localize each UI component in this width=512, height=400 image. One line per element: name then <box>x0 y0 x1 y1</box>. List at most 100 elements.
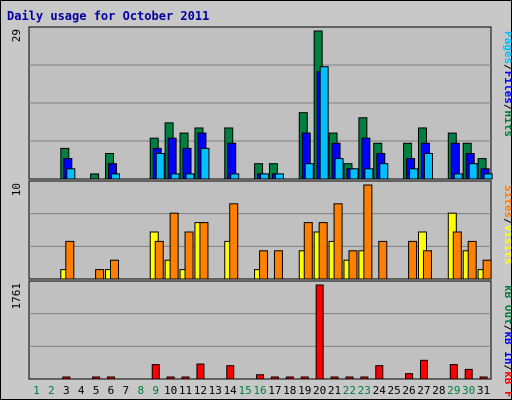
bar-kb-f-day-18 <box>285 376 294 380</box>
bar-sites-day-27 <box>422 250 432 280</box>
x-tick-label: 27 <box>417 384 430 397</box>
bar-sites-day-21 <box>333 203 343 280</box>
bar-sites-day-17 <box>273 250 283 280</box>
legend-separator: / <box>502 64 511 71</box>
bar-pages-day-23 <box>364 168 374 180</box>
bar-kb-f-day-17 <box>270 376 279 380</box>
x-tick-label: 11 <box>179 384 192 397</box>
bar-sites-day-11 <box>184 231 194 280</box>
bar-pages-day-16 <box>260 173 270 180</box>
legend-item-kb-f: kB F <box>502 371 511 398</box>
bar-pages-day-31 <box>483 173 493 180</box>
bar-pages-day-14 <box>230 173 240 180</box>
bar-kb-f-day-31 <box>479 376 488 380</box>
x-tick-label: 8 <box>137 384 144 397</box>
bar-sites-day-9 <box>154 240 164 280</box>
bar-pages-day-12 <box>200 147 210 180</box>
legend-separator: / <box>502 104 511 111</box>
bar-hits-day-5 <box>90 173 100 180</box>
bar-sites-day-29 <box>452 231 462 280</box>
x-tick-label: 30 <box>462 384 475 397</box>
bar-kb-f-day-26 <box>405 373 414 380</box>
legend-text: kB Out/kB In/kB F <box>502 285 511 398</box>
x-tick-label: 13 <box>209 384 222 397</box>
x-tick-label: 28 <box>432 384 445 397</box>
bar-pages-day-30 <box>468 163 478 180</box>
legend-hits-files-pages: Pages/Files/Hits <box>502 31 511 137</box>
bar-pages-day-19 <box>304 163 314 180</box>
x-tick-label: 5 <box>93 384 100 397</box>
legend-separator: / <box>502 325 511 332</box>
bar-pages-day-6 <box>111 173 121 180</box>
legend-item-hits: Hits <box>502 111 511 138</box>
bar-pages-day-10 <box>170 173 180 180</box>
bar-sites-day-5 <box>95 269 105 280</box>
x-tick-label: 31 <box>477 384 490 397</box>
bar-sites-day-31 <box>482 259 492 280</box>
bar-pages-day-29 <box>453 173 463 180</box>
x-tick-label: 1 <box>33 384 40 397</box>
x-tick-label: 19 <box>298 384 311 397</box>
bar-kb-f-day-23 <box>360 376 369 380</box>
x-tick-label: 24 <box>373 384 387 397</box>
x-tick-label: 18 <box>283 384 296 397</box>
bar-kb-f-day-22 <box>345 376 354 380</box>
bar-kb-f-day-11 <box>181 376 190 380</box>
legend-visits-sites: Sites/Visits <box>502 185 511 265</box>
x-tick-label: 12 <box>194 384 207 397</box>
x-tick-label: 23 <box>358 384 371 397</box>
legend-text: Sites/Visits <box>502 185 511 265</box>
x-tick-label: 2 <box>48 384 55 397</box>
panel-visits-sites: 10 Sites/Visits <box>10 180 511 280</box>
legend-separator: / <box>502 365 511 372</box>
bar-pages-day-22 <box>349 168 359 180</box>
legend-item-pages: Pages <box>502 31 511 64</box>
bar-sites-day-30 <box>467 240 477 280</box>
legend-item-files: Files <box>502 71 511 104</box>
bar-sites-day-12 <box>199 222 209 280</box>
legend-item-kb-in: kB In <box>502 331 511 364</box>
x-tick-label: 7 <box>123 384 130 397</box>
x-tick-label: 4 <box>78 384 85 397</box>
bar-sites-day-26 <box>408 240 418 280</box>
bar-files-day-10 <box>167 137 177 180</box>
bar-pages-day-27 <box>423 152 433 180</box>
bar-kb-f-day-16 <box>256 374 265 380</box>
x-axis-ticks: 1 2 3 4 5 6 7 8 9 10 11 12 13 14 15 16 17 18 19 20 21 22 23 24 2… <box>33 384 490 397</box>
bar-pages-day-20 <box>319 66 329 180</box>
x-tick-label: 14 <box>224 384 238 397</box>
x-tick-label: 25 <box>388 384 401 397</box>
x-tick-label: 6 <box>108 384 115 397</box>
x-tick-label: 22 <box>343 384 356 397</box>
x-tick-label: 10 <box>164 384 177 397</box>
bar-kb-f-day-24 <box>375 365 384 380</box>
bar-sites-day-16 <box>259 250 269 280</box>
bar-kb-f-day-12 <box>196 363 205 380</box>
bar-kb-f-day-10 <box>166 376 175 380</box>
legend-item-visits: Visits <box>502 225 511 265</box>
bar-pages-day-3 <box>66 168 76 180</box>
bar-kb-f-day-27 <box>419 359 428 380</box>
bar-kb-f-day-19 <box>300 376 309 380</box>
panel-background <box>28 280 492 380</box>
bar-sites-day-19 <box>303 222 313 280</box>
bar-pages-day-24 <box>379 163 389 180</box>
x-tick-label: 16 <box>253 384 266 397</box>
x-tick-label: 20 <box>313 384 326 397</box>
bar-pages-day-26 <box>409 168 419 180</box>
bar-sites-day-10 <box>169 212 179 280</box>
y-max-label: 1761 <box>10 283 23 310</box>
x-tick-label: 17 <box>268 384 281 397</box>
x-tick-label: 21 <box>328 384 341 397</box>
bar-sites-day-14 <box>229 203 239 280</box>
bar-sites-day-3 <box>65 240 75 280</box>
bar-kb-f-day-29 <box>449 364 458 380</box>
x-tick-label: 15 <box>238 384 251 397</box>
x-tick-label: 29 <box>447 384 460 397</box>
bar-pages-day-11 <box>185 173 195 180</box>
y-max-label: 10 <box>10 183 23 196</box>
